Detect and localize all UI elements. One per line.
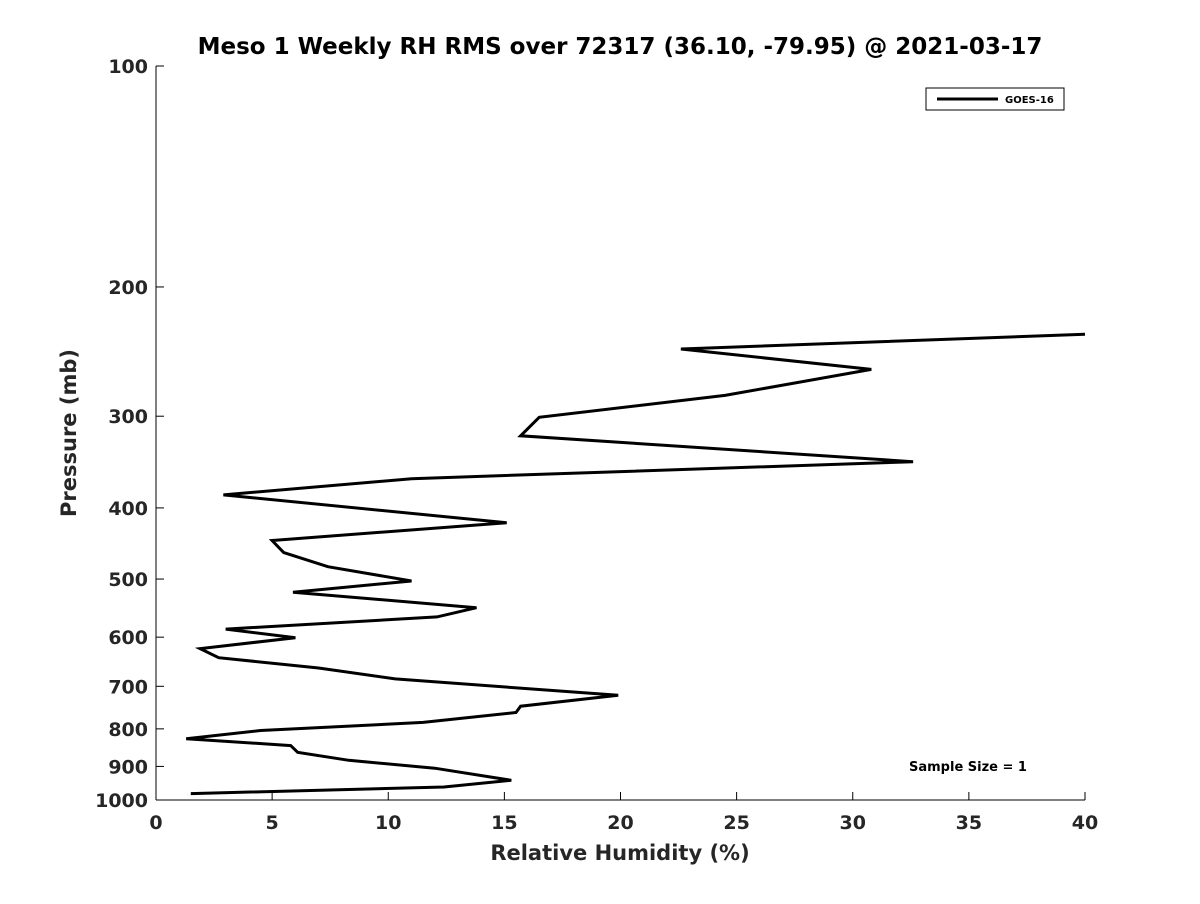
x-tick-label: 5 (266, 812, 279, 834)
x-tick-label: 25 (723, 812, 749, 834)
y-tick-label: 200 (108, 277, 148, 299)
y-axis-ticks: 100 200 300 400 500 600 700 800 900 1000 (95, 56, 164, 812)
sample-size-annotation: Sample Size = 1 (909, 760, 1027, 775)
y-tick-label: 700 (108, 676, 148, 698)
x-axis-ticks: 0 5 10 15 20 25 30 35 40 (149, 792, 1098, 834)
x-tick-label: 10 (375, 812, 401, 834)
plot-area (155, 66, 1085, 801)
y-tick-label: 100 (108, 56, 148, 78)
x-tick-label: 40 (1072, 812, 1098, 834)
x-tick-label: 15 (491, 812, 517, 834)
y-tick-label: 300 (108, 406, 148, 428)
y-tick-label: 900 (108, 756, 148, 778)
legend-label: GOES-16 (1005, 95, 1054, 106)
x-axis-label: Relative Humidity (%) (490, 841, 749, 865)
chart-title: Meso 1 Weekly RH RMS over 72317 (36.10, … (198, 34, 1043, 60)
y-axis-label: Pressure (mb) (57, 349, 81, 517)
series-layer (186, 332, 1086, 796)
x-tick-label: 0 (149, 812, 162, 834)
x-tick-label: 20 (607, 812, 633, 834)
y-tick-label: 1000 (95, 790, 148, 812)
y-tick-label: 400 (108, 498, 148, 520)
series-line (186, 332, 1086, 796)
x-tick-label: 30 (840, 812, 866, 834)
legend: GOES-16 (925, 87, 1065, 111)
y-tick-label: 600 (108, 627, 148, 649)
y-tick-label: 800 (108, 719, 148, 741)
x-tick-label: 35 (956, 812, 982, 834)
y-tick-label: 500 (108, 569, 148, 591)
